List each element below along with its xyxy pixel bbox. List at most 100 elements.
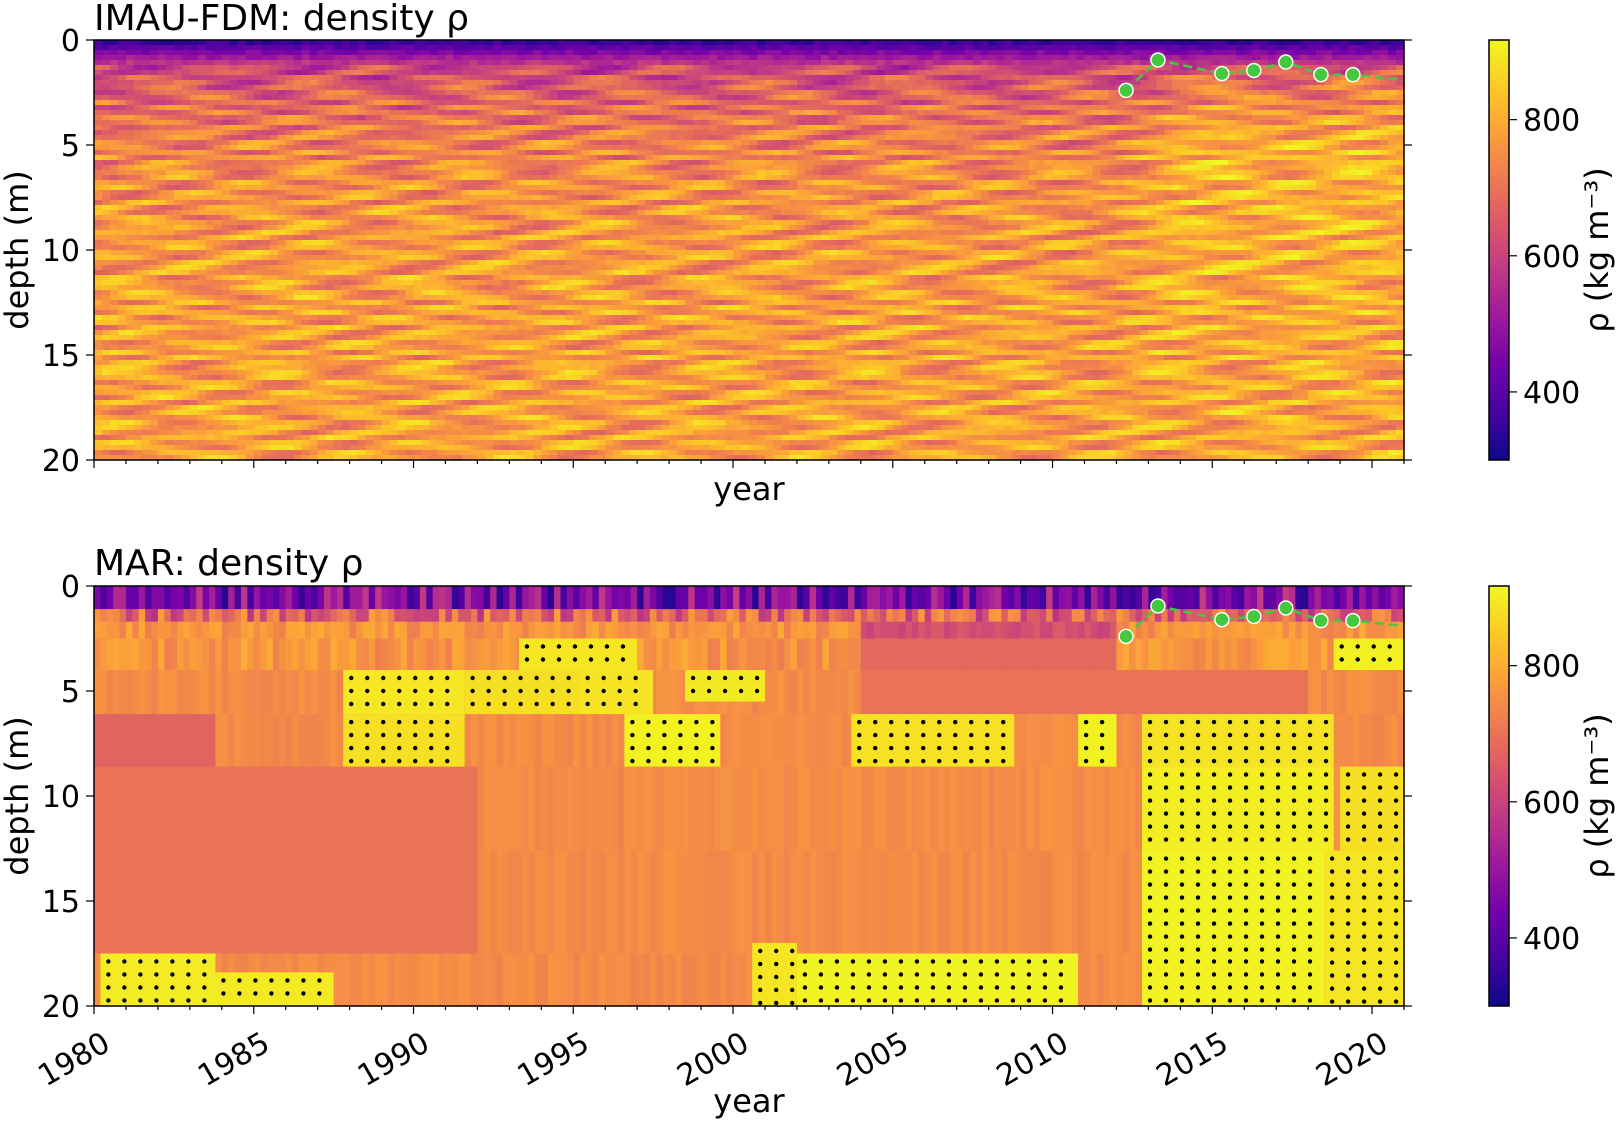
heatmap-cell [125, 195, 135, 201]
heatmap-cell [117, 415, 127, 421]
heatmap-cell [293, 280, 303, 286]
heatmap-cell [493, 305, 502, 311]
heatmap-cell [141, 310, 151, 316]
heatmap-cell [341, 355, 351, 361]
heatmap-cell [413, 400, 423, 406]
heatmap-cell [533, 125, 542, 131]
heatmap-cell [557, 295, 566, 301]
heatmap-cell [365, 370, 375, 376]
heatmap-cell [133, 190, 143, 196]
heatmap-cell [197, 370, 207, 376]
heatmap-cell [541, 415, 550, 421]
heatmap-cell [341, 370, 351, 376]
heatmap-cell [277, 225, 287, 231]
heatmap-cell [109, 100, 119, 106]
heatmap-cell [389, 195, 399, 201]
heatmap-cell [165, 395, 175, 401]
heatmap-cell [541, 225, 550, 231]
heatmap-cell [365, 300, 375, 306]
heatmap-cell [189, 175, 199, 181]
heatmap-cell [197, 100, 207, 106]
heatmap-cell [245, 305, 255, 311]
heatmap-cell [269, 365, 279, 371]
heatmap-cell [285, 155, 295, 161]
heatmap-cell [189, 115, 199, 121]
heatmap-cell [173, 225, 183, 231]
heatmap-cell [357, 400, 367, 406]
heatmap-cell [381, 105, 391, 111]
heatmap-cell [325, 435, 335, 441]
heatmap-cell [141, 250, 151, 256]
heatmap-cell [477, 105, 486, 111]
heatmap-cell [525, 195, 534, 201]
heatmap-cell [165, 415, 175, 421]
heatmap-cell [509, 240, 518, 246]
heatmap-cell [149, 320, 159, 326]
heatmap-cell [333, 85, 343, 91]
heatmap-cell [381, 120, 391, 126]
heatmap-cell [157, 385, 167, 391]
heatmap-cell [269, 90, 279, 96]
heatmap-cell [109, 255, 119, 261]
heatmap-cell [493, 125, 502, 131]
heatmap-cell [477, 295, 486, 301]
heatmap-cell [309, 180, 319, 186]
heatmap-cell [493, 390, 502, 396]
heatmap-cell [501, 455, 510, 461]
heatmap-cell [365, 450, 375, 456]
heatmap-cell [525, 140, 534, 146]
heatmap-cell [381, 265, 391, 271]
heatmap-cell [94, 40, 103, 46]
heatmap-cell [325, 175, 335, 181]
heatmap-cell [421, 140, 431, 146]
heatmap-cell [461, 350, 471, 356]
heatmap-cell [501, 150, 510, 156]
heatmap-cell [533, 235, 542, 241]
heatmap-cell [301, 440, 311, 446]
heatmap-cell [301, 305, 311, 311]
heatmap-cell [501, 245, 510, 251]
heatmap-cell [261, 420, 271, 426]
heatmap-cell [413, 245, 423, 251]
heatmap-cell [341, 70, 351, 76]
heatmap-cell [277, 215, 287, 221]
heatmap-cell [413, 455, 423, 461]
heatmap-cell [125, 270, 135, 276]
heatmap-cell [373, 330, 383, 336]
heatmap-cell [117, 175, 127, 181]
heatmap-cell [477, 285, 486, 291]
heatmap-cell [453, 130, 463, 136]
heatmap-cell [509, 60, 518, 66]
heatmap-cell [389, 140, 399, 146]
heatmap-cell [309, 320, 319, 326]
heatmap-cell [557, 40, 566, 46]
heatmap-cell [469, 345, 479, 351]
heatmap-cell [413, 385, 423, 391]
heatmap-cell [549, 270, 558, 276]
heatmap-cell [373, 395, 383, 401]
heatmap-cell [341, 90, 351, 96]
heatmap-cell [309, 145, 319, 151]
heatmap-cell [389, 365, 399, 371]
heatmap-cell [197, 290, 207, 296]
heatmap-cell [509, 235, 518, 241]
heatmap-cell [149, 215, 159, 221]
heatmap-cell [381, 90, 391, 96]
heatmap-cell [397, 440, 407, 446]
heatmap-cell [373, 405, 383, 411]
heatmap-cell [341, 335, 351, 341]
heatmap-cell [397, 160, 407, 166]
heatmap-cell [565, 175, 574, 181]
heatmap-cell [189, 430, 199, 436]
heatmap-cell [141, 110, 151, 116]
heatmap-cell [133, 310, 143, 316]
heatmap-cell [301, 155, 311, 161]
heatmap-cell [141, 435, 151, 441]
heatmap-cell [133, 150, 143, 156]
heatmap-cell [549, 340, 558, 346]
heatmap-cell [141, 295, 151, 301]
heatmap-cell [341, 190, 351, 196]
heatmap-cell [245, 210, 255, 216]
heatmap-cell [469, 105, 479, 111]
heatmap-cell [229, 400, 239, 406]
